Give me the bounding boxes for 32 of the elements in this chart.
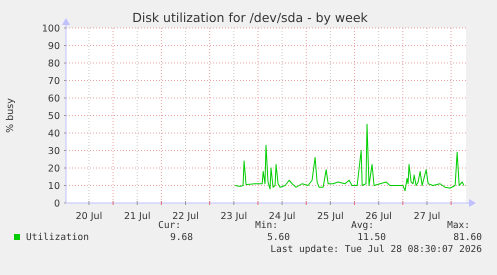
line-series xyxy=(234,124,464,192)
y-tick-label: 40 xyxy=(48,128,60,140)
x-tick-label: 21 Jul xyxy=(124,211,151,222)
x-tick-label: 27 Jul xyxy=(414,211,440,222)
text: Min: xyxy=(255,220,278,231)
y-axis-title: % busy xyxy=(5,98,16,133)
x-tick-label: 23 Jul xyxy=(220,211,248,222)
text: Max: xyxy=(447,220,470,231)
x-tick-label: 25 Jul xyxy=(317,211,344,222)
y-tick-label: 10 xyxy=(48,181,60,192)
text: 5.60 xyxy=(267,232,290,243)
chart-title: Disk utilization for /dev/sda - by week xyxy=(132,10,369,25)
text: Last update: Tue Jul 28 08:30:07 2026 xyxy=(270,244,482,255)
x-tick-label: 26 Jul xyxy=(365,211,392,222)
x-tick-label: 20 Jul xyxy=(76,211,102,222)
y-tick-label: 90 xyxy=(48,41,60,52)
y-tick-label: 30 xyxy=(48,146,60,157)
text: Cur: xyxy=(158,220,181,231)
text: 81.60 xyxy=(453,232,482,243)
legend-label: Utilization xyxy=(26,232,89,243)
y-tick-label: 100 xyxy=(42,24,60,34)
y-tick-label: 0 xyxy=(54,198,60,210)
y-tick-label: 20 xyxy=(48,164,60,174)
x-tick-label: 22 Jul xyxy=(172,211,199,222)
text: 11.50 xyxy=(357,232,386,243)
text: Avg: xyxy=(351,220,374,231)
y-tick-label: 60 xyxy=(48,94,60,104)
text: 9.68 xyxy=(170,232,194,243)
x-tick-label: 24 Jul xyxy=(268,211,296,222)
y-tick-label: 80 xyxy=(48,58,60,70)
y-tick-label: 50 xyxy=(48,111,60,122)
y-tick-label: 70 xyxy=(48,76,60,87)
